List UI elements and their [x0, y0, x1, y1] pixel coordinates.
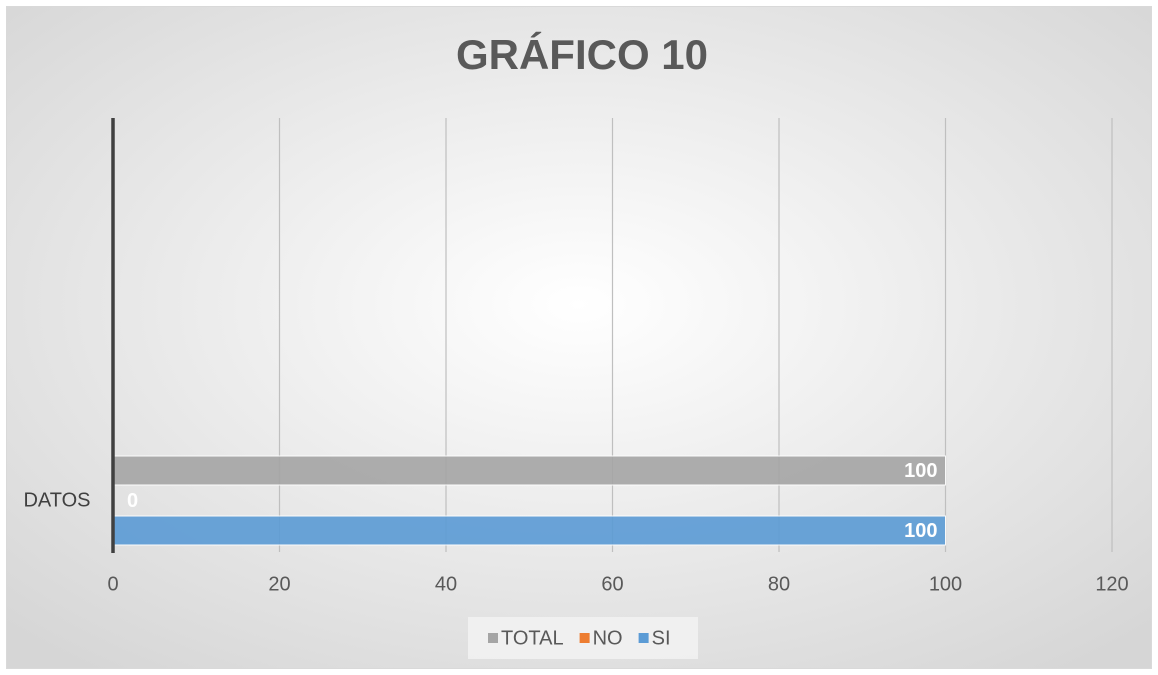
legend-label: TOTAL: [501, 627, 564, 649]
legend: TOTAL NO SI: [488, 627, 671, 649]
legend-swatch: [579, 633, 590, 643]
bar: [112, 455, 946, 486]
grid: [112, 118, 1113, 552]
x-tick-label: 20: [268, 573, 290, 595]
chart-background: [6, 6, 1152, 669]
data-label: 100: [904, 520, 937, 542]
legend-swatch: [488, 633, 498, 643]
x-tick-label: 60: [601, 573, 623, 595]
x-tick-label: 100: [929, 573, 962, 595]
y-tick-label: DATOS: [23, 489, 90, 511]
x-tick-label: 80: [768, 573, 790, 595]
legend-swatch: [638, 633, 649, 643]
bar: [112, 515, 946, 546]
chart-title: GRÁFICO 10: [456, 31, 708, 78]
data-label: 100: [904, 460, 937, 482]
x-tick-label: 40: [435, 573, 457, 595]
x-tick-label: 120: [1095, 573, 1128, 595]
bars: [112, 455, 946, 546]
legend-label: NO: [593, 627, 623, 649]
legend-label: SI: [652, 627, 671, 649]
labels: 0 20 40 60 80 100 120 DATOS 100 0 100: [23, 460, 1128, 596]
data-label: 0: [127, 490, 138, 512]
x-tick-label: 0: [107, 573, 118, 595]
